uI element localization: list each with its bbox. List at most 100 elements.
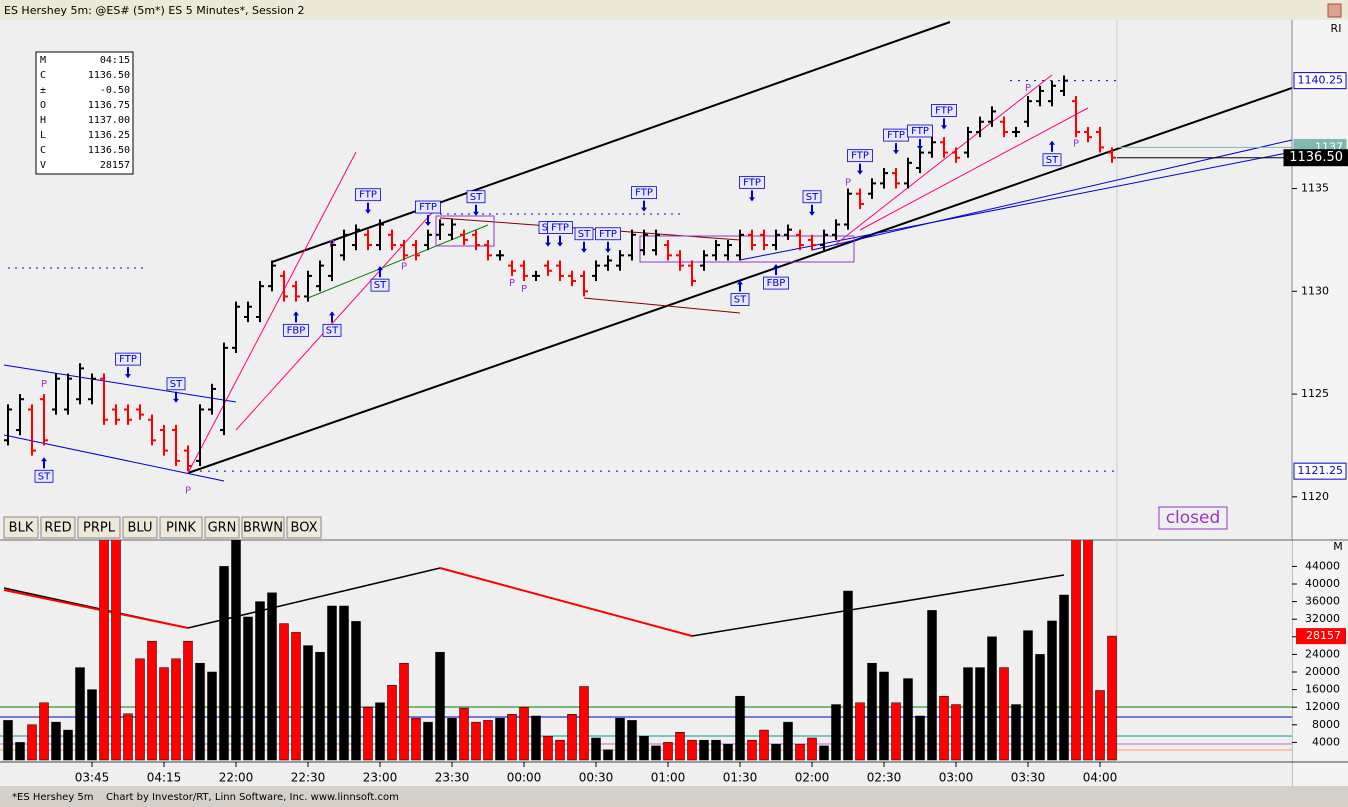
volume-bar	[1071, 540, 1081, 761]
y-tick-label: 1135	[1301, 182, 1329, 195]
volume-bar	[915, 715, 925, 761]
volume-bar	[483, 720, 493, 761]
toolbar-button-label[interactable]: BOX	[291, 521, 318, 536]
box-annotation	[435, 215, 495, 247]
toolbar-button-label[interactable]: RED	[44, 521, 71, 536]
channel-line	[271, 21, 951, 263]
y-tick-label: 4000	[1312, 735, 1340, 748]
volume-bar	[1107, 635, 1117, 761]
toolbar-button[interactable]	[286, 516, 322, 539]
volume-bar	[303, 645, 313, 761]
y-tick-label: 40000	[1305, 577, 1340, 590]
toolbar-button-label[interactable]: PINK	[166, 521, 196, 536]
info-key: O	[40, 100, 46, 111]
signal-label: ST	[326, 325, 339, 336]
toolbar-button[interactable]	[40, 516, 76, 539]
trend-line	[3, 434, 225, 482]
signal-box	[847, 149, 873, 163]
signal-label: FTP	[635, 188, 653, 199]
toolbar-button-label[interactable]: GRN	[208, 521, 237, 536]
volume-bar	[231, 540, 241, 761]
volume-bar	[39, 702, 49, 761]
tab-label[interactable]: *ES Hershey 5m	[12, 792, 94, 803]
volume-bar	[327, 605, 337, 761]
price-marker	[1293, 462, 1347, 480]
signal-label: FTP	[911, 126, 929, 137]
volume-bar	[27, 724, 37, 761]
volume-bar	[903, 678, 913, 761]
volume-bar	[147, 640, 157, 761]
x-axis-area	[0, 762, 1292, 786]
status-label: closed	[1166, 508, 1221, 528]
signal-arrowhead	[365, 209, 371, 214]
volume-marker	[1296, 628, 1346, 645]
volume-bar	[747, 739, 757, 761]
price-marker	[1293, 72, 1347, 90]
signal-label: FTP	[551, 223, 569, 234]
status-bar	[0, 786, 1348, 807]
volume-bar	[1011, 704, 1021, 761]
volume-bar	[387, 684, 397, 761]
signal-box	[763, 276, 789, 290]
signal-arrowhead	[173, 398, 179, 403]
volume-bar	[1047, 620, 1057, 761]
volume-bar	[411, 717, 421, 761]
toolbar-button[interactable]	[77, 516, 121, 539]
signal-label: FTP	[119, 354, 137, 365]
toolbar-button[interactable]	[204, 516, 240, 539]
volume-bar	[123, 713, 133, 761]
signal-box	[322, 323, 342, 337]
signal-arrowhead	[377, 266, 383, 271]
toolbar-button[interactable]	[241, 516, 285, 539]
signal-arrowhead	[473, 211, 479, 216]
volume-bar	[183, 640, 193, 761]
signal-label: FTP	[851, 151, 869, 162]
signal-box	[547, 221, 573, 234]
x-tick-label: 23:00	[363, 771, 398, 785]
volume-bar	[399, 662, 409, 761]
volume-bar	[723, 743, 733, 761]
signal-arrowhead	[941, 125, 947, 130]
trend-line	[583, 297, 741, 314]
pivot-label: P	[521, 284, 527, 295]
signal-label: FTP	[599, 229, 617, 240]
volume-bar	[855, 702, 865, 761]
toolbar-button[interactable]	[3, 516, 39, 539]
signal-box	[739, 175, 765, 189]
volume-bar	[351, 621, 361, 761]
title-bar	[0, 0, 1348, 20]
volume-bar	[135, 658, 145, 761]
signal-box	[631, 186, 657, 200]
info-key: ±	[40, 85, 46, 96]
toolbar-button-label[interactable]: PRPL	[83, 521, 116, 536]
volume-bar	[999, 667, 1009, 761]
toolbar-button-label[interactable]: BRWN	[243, 521, 283, 536]
signal-label: FTP	[359, 190, 377, 201]
info-key: C	[40, 70, 46, 81]
signal-label: FBP	[287, 325, 306, 336]
credit: Chart by Investor/RT, Linn Software, Inc…	[106, 792, 399, 803]
toolbar-button[interactable]	[122, 516, 158, 539]
signal-label: ST	[578, 229, 591, 240]
signal-box	[283, 323, 309, 337]
signal-label: FBP	[767, 278, 786, 289]
signal-label: ST	[806, 192, 819, 203]
x-tick-label: 01:00	[651, 771, 686, 785]
zigzag-line	[3, 589, 189, 629]
volume-bar	[927, 610, 937, 761]
volume-bar	[495, 717, 505, 761]
toolbar-button-label[interactable]: BLK	[9, 521, 34, 536]
volume-bar	[891, 702, 901, 761]
volume-bar	[171, 658, 181, 761]
close-button[interactable]	[1327, 3, 1342, 18]
volume-bar	[255, 601, 265, 761]
toolbar-button[interactable]	[159, 516, 203, 539]
signal-arrowhead	[425, 222, 431, 227]
volume-bar	[99, 540, 109, 761]
toolbar-button-label[interactable]: BLU	[127, 521, 152, 536]
volume-bar	[519, 706, 529, 761]
x-tick-label: 00:30	[579, 771, 614, 785]
trend-line	[811, 139, 1292, 251]
signal-arrowhead	[605, 248, 611, 253]
